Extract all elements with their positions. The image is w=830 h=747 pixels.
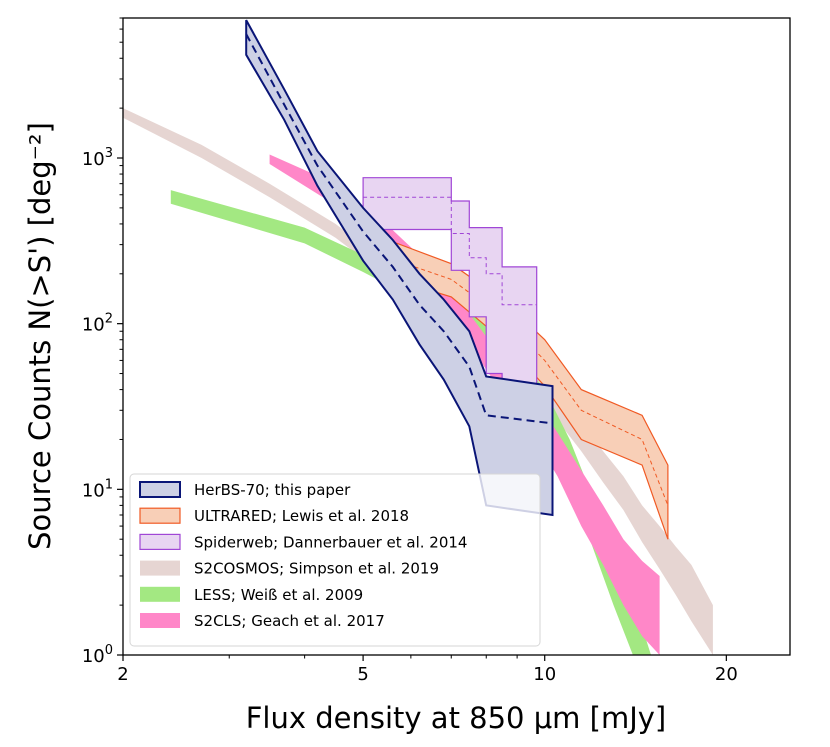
spiderweb-median-line <box>363 196 537 306</box>
legend-swatch <box>140 586 180 602</box>
y-axis-label: Source Counts N(>S') [deg⁻²] <box>23 122 57 550</box>
series-layer <box>123 19 713 655</box>
x-tick-label: 20 <box>715 664 738 685</box>
herbs-70-series <box>245 19 554 517</box>
legend-item: Spiderweb; Dannerbauer et al. 2014 <box>139 533 467 551</box>
legend-label: Spiderweb; Dannerbauer et al. 2014 <box>194 533 467 551</box>
plot-frame <box>122 17 791 656</box>
legend-frame <box>129 473 541 647</box>
legend-label: ULTRARED; Lewis et al. 2018 <box>194 507 409 525</box>
y-tick-label: 102 <box>82 312 113 336</box>
legend-swatch <box>140 560 180 576</box>
legend-item: S2CLS; Geach et al. 2017 <box>140 612 385 630</box>
x-tick-label: 5 <box>357 664 368 685</box>
herbs-70-band <box>245 19 554 517</box>
y-tick-label: 103 <box>82 146 113 170</box>
x-tick-label: 10 <box>533 664 556 685</box>
legend-item: HerBS-70; this paper <box>139 481 351 499</box>
y-tick-label: 101 <box>82 477 113 501</box>
legend-label: HerBS-70; this paper <box>194 481 351 499</box>
legend: HerBS-70; this paper ULTRARED; Lewis et a… <box>129 473 541 647</box>
x-tick-label: 2 <box>117 664 128 685</box>
legend-item: ULTRARED; Lewis et al. 2018 <box>139 507 409 525</box>
legend-label: S2CLS; Geach et al. 2017 <box>194 612 385 630</box>
legend-swatch <box>139 507 181 524</box>
legend-label: LESS; Weiß et al. 2009 <box>194 586 363 604</box>
legend-swatch <box>139 533 181 551</box>
legend-item: LESS; Weiß et al. 2009 <box>140 586 363 604</box>
herbs-70-median-line <box>245 33 553 425</box>
legend-swatch <box>140 613 180 628</box>
legend-label: S2COSMOS; Simpson et al. 2019 <box>194 560 439 578</box>
ultrared-median-line <box>387 257 669 506</box>
legend-swatch <box>139 481 181 498</box>
x-axis-label: Flux density at 850 μm [mJy] <box>246 701 667 735</box>
y-tick-label: 100 <box>82 643 113 667</box>
legend-item: S2COSMOS; Simpson et al. 2019 <box>140 560 439 578</box>
ticks-layer: 2 5 10 20 100 101 102 103 <box>82 17 738 685</box>
